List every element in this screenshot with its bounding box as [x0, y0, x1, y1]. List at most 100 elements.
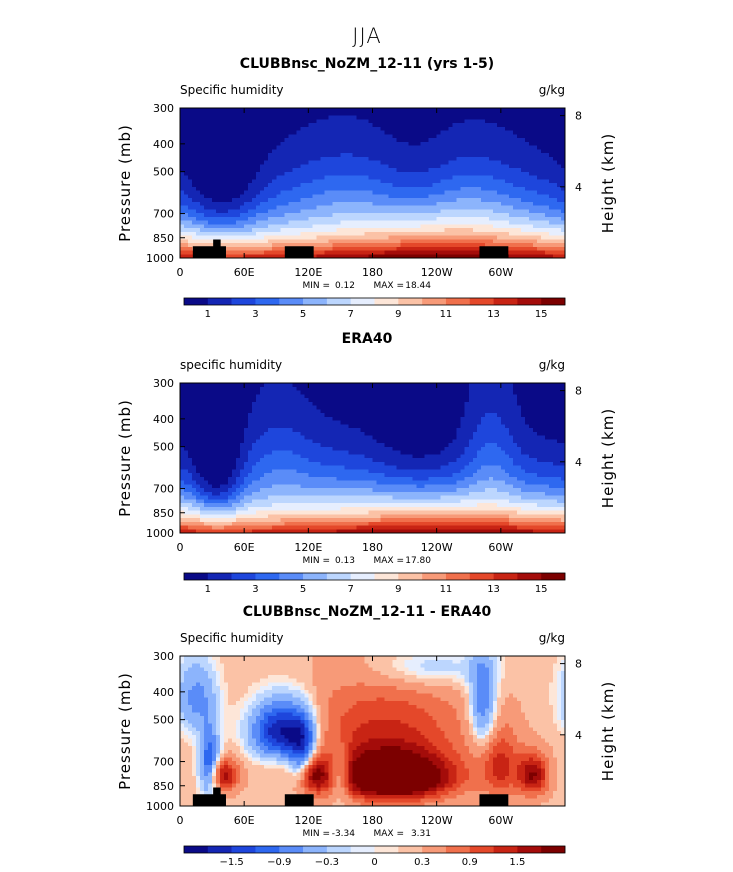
field-cell [428, 383, 434, 388]
field-cell [272, 141, 277, 147]
field-cell [312, 134, 317, 139]
field-cell [340, 164, 346, 169]
field-cell [400, 409, 406, 414]
field-cell [264, 119, 269, 124]
field-cell [380, 153, 386, 158]
field-cell [388, 383, 394, 388]
field-cell [436, 134, 442, 139]
field-cell [556, 216, 562, 222]
field-cell [336, 160, 342, 165]
field-cell [324, 383, 329, 388]
field-cell [448, 209, 454, 214]
field-cell [496, 420, 502, 425]
field-cell [512, 198, 518, 203]
field-cell [400, 220, 406, 225]
field-cell [180, 160, 185, 165]
field-cell [200, 239, 205, 244]
field-cell [296, 171, 301, 177]
field-cell [500, 205, 506, 210]
field-cell [464, 243, 470, 248]
field-cell [236, 198, 241, 203]
field-cell [480, 398, 486, 403]
field-cell [244, 224, 249, 229]
field-cell [240, 179, 245, 184]
field-cell [204, 153, 209, 158]
field-cell [524, 228, 530, 233]
field-cell [204, 156, 209, 162]
field-cell [560, 413, 566, 418]
field-cell [204, 164, 209, 169]
field-cell [536, 405, 542, 410]
field-cell [248, 123, 253, 128]
field-cell [552, 409, 558, 414]
field-cell [496, 394, 502, 399]
field-cell [312, 216, 317, 222]
field-cell [280, 164, 285, 169]
field-cell [300, 115, 305, 120]
field-cell [376, 220, 382, 225]
field-cell [292, 409, 297, 414]
field-cell [180, 119, 185, 124]
field-cell [548, 209, 554, 214]
field-cell [472, 383, 478, 388]
field-cell [296, 413, 301, 418]
field-cell [232, 190, 237, 195]
field-cell [372, 168, 378, 173]
field-cell [412, 108, 418, 113]
field-cell [348, 228, 354, 233]
field-cell [272, 405, 277, 410]
field-cell [204, 126, 209, 132]
field-cell [316, 416, 321, 422]
field-cell [296, 398, 301, 403]
field-cell [228, 205, 233, 210]
field-cell [380, 243, 386, 248]
field-cell [364, 235, 370, 240]
field-cell [304, 205, 309, 210]
field-cell [200, 126, 205, 132]
field-cell [496, 386, 502, 392]
field-cell [352, 126, 358, 132]
field-cell [224, 220, 229, 225]
field-cell [412, 183, 418, 188]
field-cell [472, 224, 478, 229]
field-cell [376, 186, 382, 192]
field-cell [396, 160, 402, 165]
field-cell [492, 420, 498, 425]
field-cell [544, 224, 550, 229]
field-cell [280, 246, 285, 252]
field-cell [436, 156, 442, 162]
field-cell [336, 164, 342, 169]
field-cell [440, 243, 446, 248]
field-cell [380, 160, 386, 165]
field-cell [296, 119, 301, 124]
field-cell [284, 190, 289, 195]
field-cell [308, 171, 313, 177]
field-cell [524, 239, 530, 244]
field-cell [524, 413, 530, 418]
field-cell [492, 179, 498, 184]
field-cell [332, 383, 338, 388]
field-cell [288, 123, 293, 128]
field-cell [480, 168, 486, 173]
field-cell [324, 186, 329, 192]
field-cell [224, 179, 229, 184]
field-cell [328, 394, 333, 399]
field-cell [208, 115, 213, 120]
field-cell [284, 231, 289, 237]
field-cell [300, 153, 305, 158]
field-cell [340, 138, 346, 143]
field-cell [332, 420, 338, 425]
field-cell [520, 235, 526, 240]
field-cell [208, 201, 213, 207]
field-cell [552, 231, 558, 237]
field-cell [184, 254, 189, 259]
field-cell [544, 175, 550, 180]
field-cell [200, 228, 205, 233]
field-cell [324, 401, 329, 407]
field-cell [536, 250, 542, 255]
field-cell [368, 126, 374, 132]
field-cell [300, 141, 305, 147]
field-cell [448, 205, 454, 210]
field-cell [476, 160, 482, 165]
field-cell [400, 224, 406, 229]
